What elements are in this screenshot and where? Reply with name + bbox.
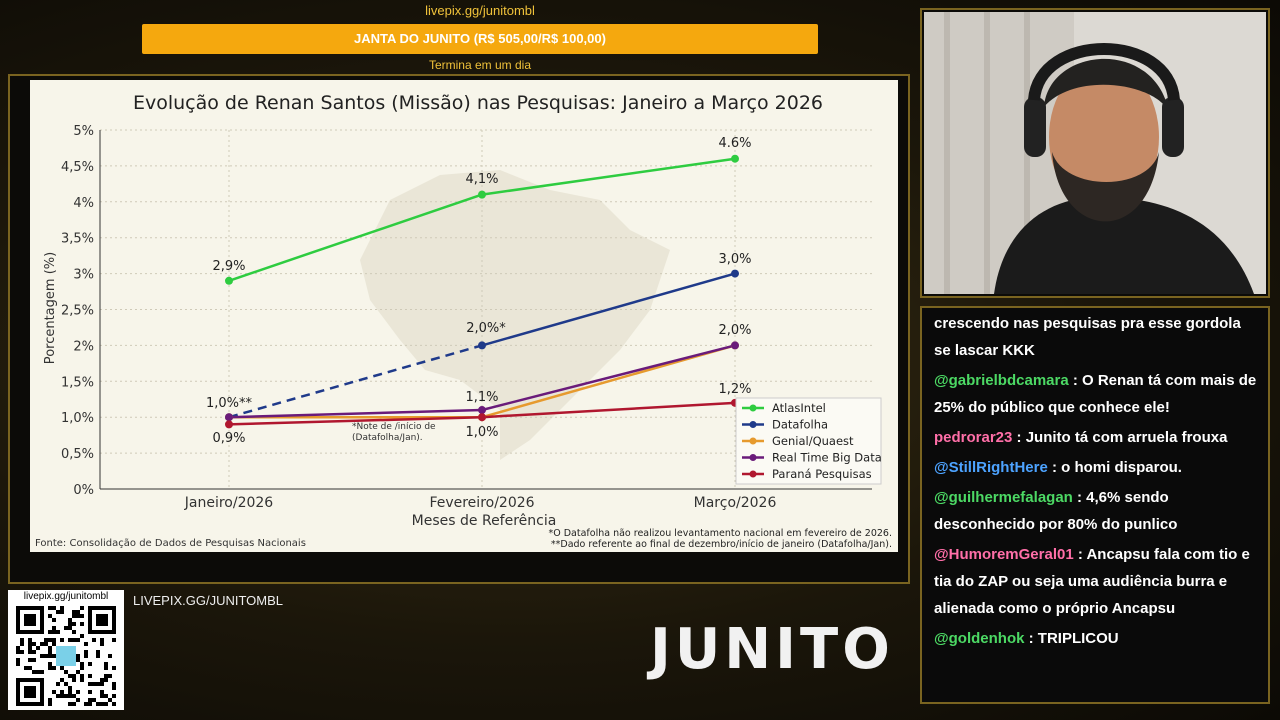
x-tick-label: Março/2026 [694, 495, 777, 511]
qr-code-label: livepix.gg/junitombl [23, 591, 109, 602]
chat-frame [920, 306, 1270, 704]
chat-username[interactable]: @goldenhok [934, 630, 1025, 647]
y-tick-label: 5% [73, 124, 94, 139]
y-tick-label: 4,5% [61, 160, 94, 175]
series-point [478, 413, 486, 422]
x-tick-label: Fevereiro/2026 [429, 495, 534, 511]
label-atlas-jan: 2,9% [212, 259, 245, 274]
label-datafolha-jan: 1,0%** [206, 396, 253, 411]
chart-axes [99, 130, 872, 490]
chat-username[interactable]: @HumoremGeral01 [934, 546, 1074, 563]
y-tick-label: 3,5% [61, 232, 94, 247]
chat-text: : Junito tá com arruela frouxa [1012, 429, 1228, 446]
y-tick-label: 2,5% [61, 304, 94, 319]
chat-username[interactable]: @gabrielbdcamara [934, 372, 1069, 389]
chart-footnote-2: **Dado referente ao final de dezembro/in… [551, 539, 892, 550]
legend-marker [749, 404, 757, 412]
chat-panel: crescendo nas pesquisas pra esse gordola… [924, 310, 1266, 700]
y-tick-label: 2% [73, 339, 94, 354]
y-axis-label: Porcentagem (%) [43, 252, 58, 364]
chat-message: @guilhermefalagan : 4,6% sendo desconhec… [924, 484, 1266, 541]
chat-message: @goldenhok : TRIPLICOU [924, 625, 1266, 655]
chat-text: : 4,6% sendo desconhecido por 80% do pun… [934, 489, 1178, 533]
label-parana-feb-down: 1,0% [465, 425, 498, 440]
streamer-silhouette [924, 12, 1266, 294]
chat-text: crescendo nas pesquisas pra esse gordola… [934, 315, 1241, 359]
series-line-segment [228, 415, 483, 426]
chart-title: Evolução de Renan Santos (Missão) nas Pe… [133, 92, 823, 114]
y-tick-label: 1,0% [61, 411, 94, 426]
y-tick-label: 3% [73, 268, 94, 283]
chat-text: : Ancapsu fala com tio e tia do ZAP ou s… [934, 546, 1250, 617]
legend-marker [749, 470, 757, 478]
webcam-feed [924, 12, 1266, 294]
chat-message: @HumoremGeral01 : Ancapsu fala com tio e… [924, 541, 1266, 625]
series-lines [228, 157, 736, 426]
series-point [731, 269, 739, 278]
x-axis-label: Meses de Referência [412, 513, 557, 529]
label-parana-mar: 1,2% [718, 382, 751, 397]
legend-label: AtlasIntel [772, 401, 826, 415]
x-tick-label: Janeiro/2026 [184, 495, 274, 511]
label-atlas-feb: 4,1% [465, 172, 498, 187]
series-line-segment [228, 408, 483, 419]
chat-username[interactable]: @StillRightHere [934, 459, 1048, 476]
series-line-segment [481, 157, 736, 196]
series-point [478, 341, 486, 350]
chat-message: @gabrielbdcamara : O Renan tá com mais d… [924, 367, 1266, 424]
label-atlas-mar: 4.6% [718, 136, 751, 151]
donation-goal-text: JANTA DO JUNITO (R$ 505,00/R$ 100,00) [354, 31, 606, 46]
legend-marker [749, 454, 757, 461]
label-datafolha-mar: 3,0% [718, 252, 751, 267]
y-tick-label: 0% [73, 483, 94, 498]
series-line-segment [481, 344, 736, 412]
inline-note: *Note de /início de (Datafolha/Jan). [352, 422, 436, 443]
donation-url: livepix.gg/junitombl [425, 3, 535, 18]
qr-code-icon [16, 606, 116, 706]
series-point [225, 413, 233, 422]
chat-message: @StillRightHere : o homi disparou. [924, 454, 1266, 484]
series-point [731, 341, 739, 350]
chart-footnote-1: *O Datafolha não realizou levantamento n… [548, 528, 892, 539]
legend-label: Genial/Quaest [772, 434, 854, 448]
livepix-link: LIVEPIX.GG/JUNITOMBL [133, 593, 284, 608]
label-realtime-mar: 2,0% [718, 323, 751, 338]
chat-username[interactable]: @guilhermefalagan [934, 489, 1073, 506]
y-tick-label: 0,5% [61, 447, 94, 462]
series-line-segment [228, 193, 483, 282]
x-tick-labels: Janeiro/2026 Fevereiro/2026 Março/2026 [184, 495, 777, 511]
series-point [225, 276, 233, 285]
label-parana-feb-up: 1,1% [465, 390, 498, 405]
chat-username[interactable]: pedrorar23 [934, 429, 1013, 446]
series-point [225, 420, 233, 429]
chat-text: : TRIPLICOU [1024, 630, 1119, 647]
chat-message: pedrorar23 : Junito tá com arruela froux… [924, 424, 1266, 454]
legend-marker [749, 421, 757, 428]
chat-text: : O Renan tá com mais de 25% do público … [934, 372, 1257, 416]
chart-source: Fonte: Consolidação de Dados de Pesquisa… [35, 538, 306, 549]
series-point [478, 406, 486, 415]
donation-goal-deadline: Termina em um dia [428, 58, 532, 72]
series-point [478, 190, 486, 199]
brazil-map-watermark [360, 170, 670, 460]
series-point [731, 154, 739, 163]
chat-message: crescendo nas pesquisas pra esse gordola… [924, 310, 1266, 367]
label-datafolha-feb: 2,0%* [466, 321, 506, 336]
series-points [225, 154, 739, 429]
brand-logo: JUNITO [650, 617, 894, 682]
label-parana-jan: 0,9% [212, 431, 245, 446]
poll-chart: 0% 0,5% 1,0% 1,5% 2% 2,5% 3% 3,5% 4% 4,5% 5% Janei… [35, 92, 892, 550]
y-tick-labels: 0% 0,5% 1,0% 1,5% 2% 2,5% 3% 3,5% 4% 4,5% 5% [61, 124, 94, 498]
donation-goal-bar [142, 24, 818, 54]
chat-text: : o homi disparou. [1047, 459, 1182, 476]
legend-label: Real Time Big Data [772, 451, 882, 465]
series-line-segment [481, 272, 736, 347]
y-tick-label: 4% [73, 196, 94, 211]
series-line-segment [481, 401, 736, 419]
legend-marker [749, 437, 757, 445]
legend-label: Paraná Pesquisas [772, 467, 872, 481]
chart-legend: AtlasIntel Datafolha Genial/Quaest Real Tim… [735, 397, 882, 485]
y-tick-label: 1,5% [61, 375, 94, 390]
legend-label: Datafolha [772, 418, 828, 432]
